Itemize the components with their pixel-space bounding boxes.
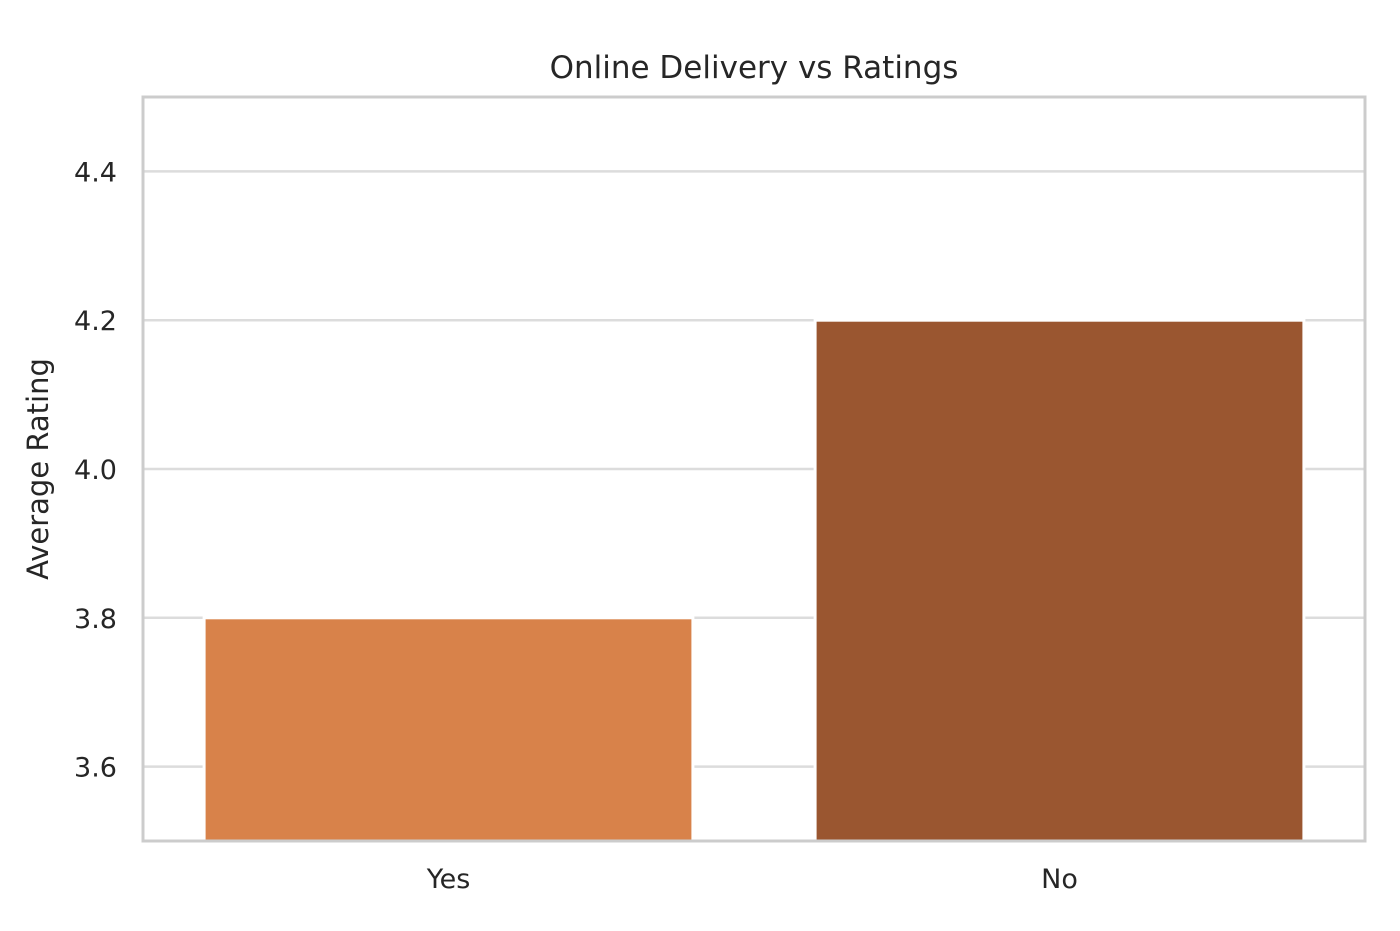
y-axis-label: Average Rating [21,358,55,580]
y-tick-label: 4.0 [74,455,117,486]
y-tick-label: 3.6 [74,753,117,784]
y-tick-labels: 3.6 3.8 4.0 4.2 4.4 [74,157,117,783]
y-tick-label: 4.2 [74,306,117,337]
plot-frame [141,95,1367,843]
x-tick-labels: Yes No [426,864,1078,895]
bars [202,318,1306,843]
y-tick-label: 4.4 [74,157,117,188]
bar-no [813,318,1306,843]
chart-title: Online Delivery vs Ratings [550,50,959,86]
x-tick-label: No [1041,864,1078,895]
x-tick-label: Yes [426,864,471,895]
y-tick-label: 3.8 [74,604,117,635]
bar-yes [202,616,695,843]
